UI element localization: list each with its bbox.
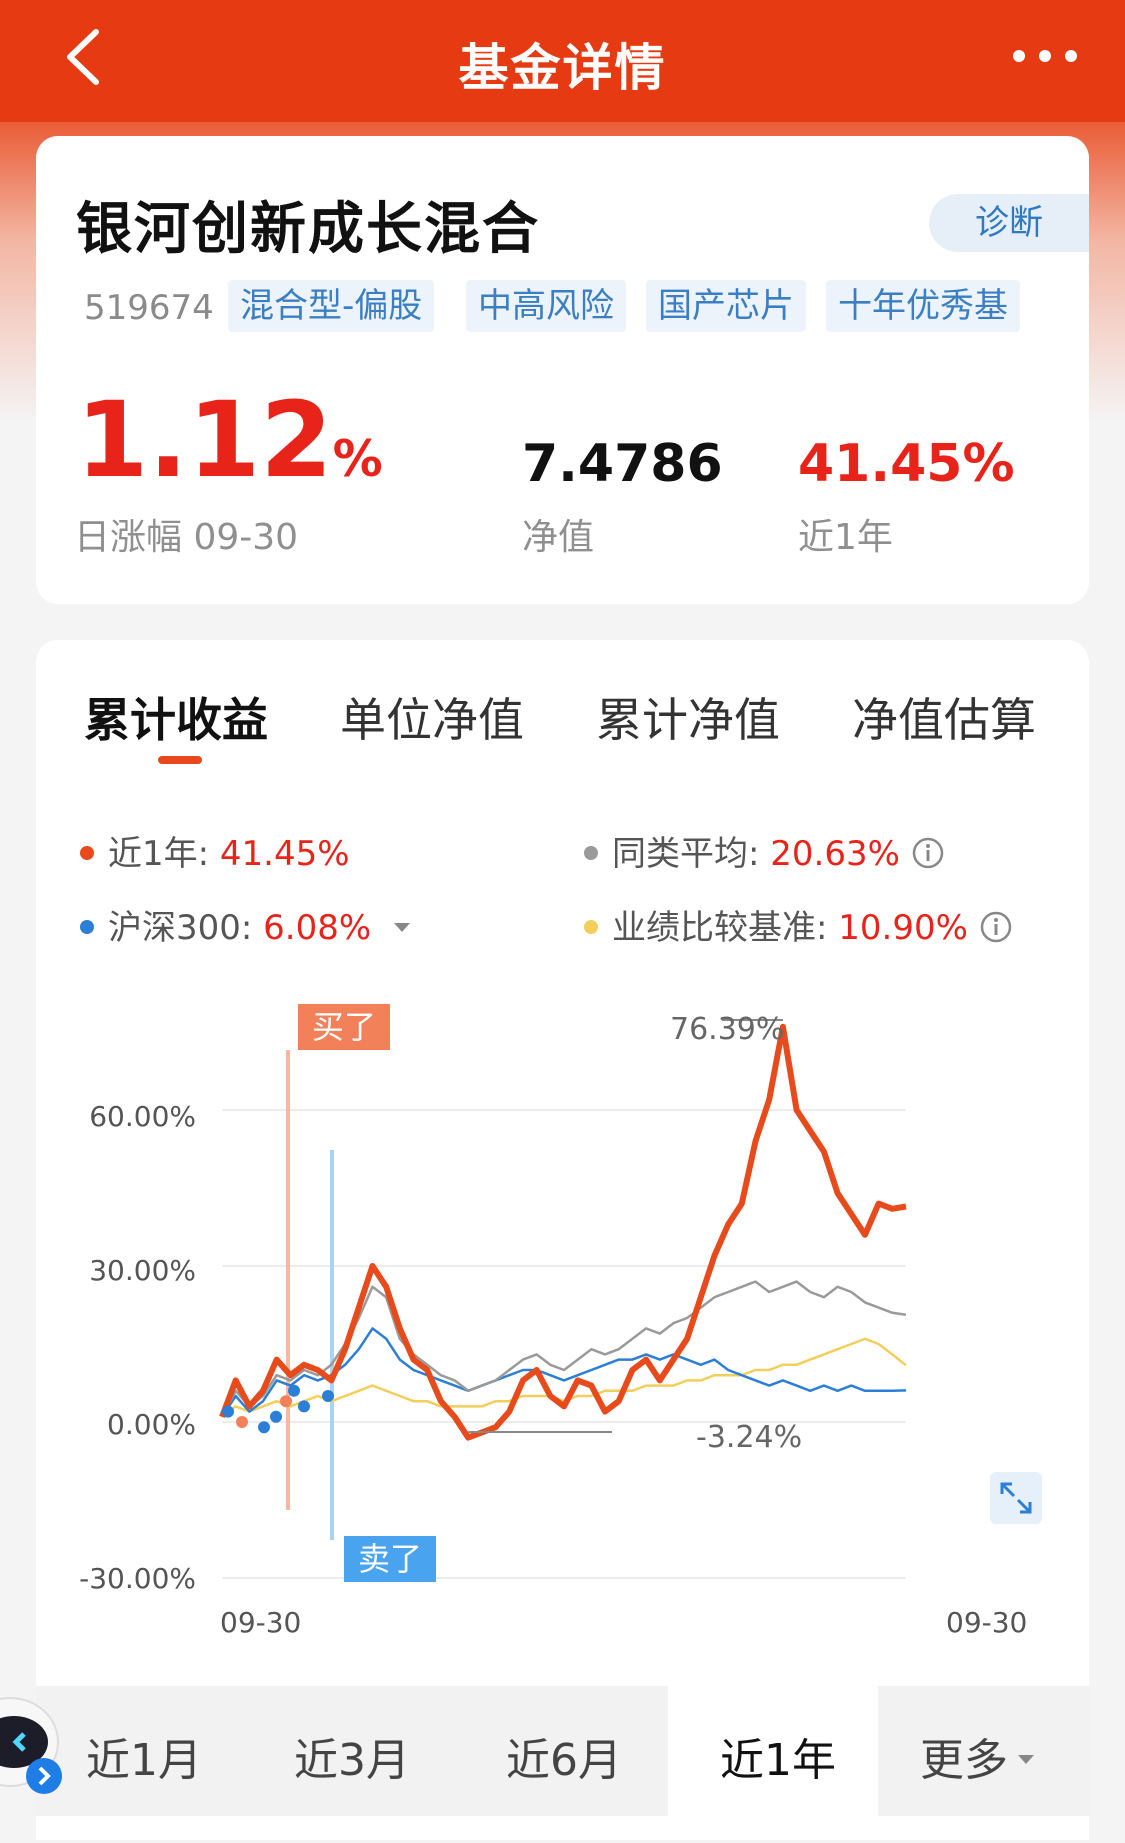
trade-dot[interactable] bbox=[322, 1390, 334, 1402]
series-line-1 bbox=[220, 1280, 907, 1418]
daily-change-value: 1.12% bbox=[76, 379, 383, 501]
period-selector: 近1月 近3月 近6月 近1年 更多 bbox=[36, 1686, 1089, 1816]
trade-dot[interactable] bbox=[222, 1405, 234, 1418]
period-more[interactable]: 更多 bbox=[920, 1724, 1036, 1788]
max-annotation: 76.39% bbox=[670, 1012, 785, 1047]
fund-tag-type[interactable]: 混合型-偏股 bbox=[228, 280, 435, 332]
trade-dot[interactable] bbox=[258, 1421, 270, 1434]
min-annotation: -3.24% bbox=[696, 1420, 803, 1455]
nav-value: 7.4786 bbox=[522, 434, 723, 494]
trade-dot[interactable] bbox=[270, 1410, 282, 1423]
trade-dot[interactable] bbox=[288, 1384, 300, 1397]
tab-unit-nav[interactable]: 单位净值 bbox=[340, 693, 524, 747]
y-tick-label: 60.00% bbox=[89, 1100, 196, 1133]
x-end-label: 09-30 bbox=[946, 1606, 1028, 1639]
sell-marker-label: 卖了 bbox=[344, 1536, 437, 1582]
active-period-bg bbox=[668, 1686, 878, 1816]
legend-dot bbox=[584, 919, 598, 934]
trade-dot[interactable] bbox=[280, 1395, 292, 1408]
period-3m[interactable]: 近3月 bbox=[294, 1735, 410, 1786]
legend-hs300[interactable]: 沪深300: 6.08% bbox=[80, 900, 412, 949]
fund-name: 银河创新成长混合 bbox=[76, 197, 540, 262]
legend-dot bbox=[80, 919, 94, 934]
info-icon[interactable] bbox=[979, 910, 1013, 944]
caret-down-icon[interactable] bbox=[392, 920, 412, 934]
period-1m[interactable]: 近1月 bbox=[86, 1735, 202, 1786]
app-header: 基金详情 bbox=[0, 0, 1125, 122]
sell-marker-line bbox=[330, 1150, 334, 1540]
tab-nav-estimate[interactable]: 净值估算 bbox=[852, 693, 1036, 747]
tab-accumulated-nav[interactable]: 累计净值 bbox=[596, 693, 780, 747]
legend-dot bbox=[584, 845, 598, 860]
series-line-0 bbox=[219, 1023, 907, 1441]
active-tab-indicator bbox=[158, 756, 202, 764]
robot-assistant-icon[interactable] bbox=[0, 1690, 70, 1810]
info-icon[interactable] bbox=[911, 836, 945, 870]
buy-marker-label: 买了 bbox=[298, 1004, 391, 1050]
legend-fund: 近1年: 41.45% bbox=[80, 826, 350, 875]
period-1y[interactable]: 近1年 bbox=[720, 1735, 836, 1786]
caret-down-icon bbox=[1018, 1755, 1034, 1764]
trade-dot[interactable] bbox=[236, 1416, 248, 1428]
y-tick-label: -30.00% bbox=[79, 1562, 196, 1595]
legend-dot bbox=[80, 845, 94, 860]
fund-code: 519674 bbox=[84, 288, 214, 328]
legend-peer-average: 同类平均: 20.63% bbox=[584, 826, 945, 875]
nav-label: 净值 bbox=[522, 517, 595, 558]
tab-cumulative-return[interactable]: 累计收益 bbox=[84, 693, 268, 747]
trade-dot[interactable] bbox=[298, 1400, 310, 1413]
performance-chart[interactable] bbox=[36, 980, 1089, 1760]
legend-benchmark: 业绩比较基准: 10.90% bbox=[584, 900, 1013, 949]
diagnose-button[interactable]: 诊断 bbox=[929, 194, 1089, 252]
more-dots-icon[interactable] bbox=[1005, 36, 1085, 76]
x-start-label: 09-30 bbox=[220, 1606, 302, 1639]
one-year-return-value: 41.45% bbox=[798, 434, 1015, 494]
fund-tag-risk[interactable]: 中高风险 bbox=[466, 280, 626, 332]
fund-tag-theme[interactable]: 国产芯片 bbox=[646, 280, 806, 332]
y-tick-label: 0.00% bbox=[107, 1408, 196, 1441]
expand-icon[interactable] bbox=[990, 1472, 1042, 1524]
fund-summary-card: 银河创新成长混合 诊断 519674 混合型-偏股 中高风险 国产芯片 十年优秀… bbox=[36, 136, 1089, 604]
buy-marker-line bbox=[286, 1050, 290, 1510]
back-arrow-icon[interactable] bbox=[52, 22, 122, 92]
one-year-return-label: 近1年 bbox=[798, 517, 893, 558]
performance-card: 累计收益 单位净值 累计净值 净值估算 近1年: 41.45% 同类平均: 20… bbox=[36, 640, 1089, 1840]
daily-change-label: 日涨幅 09-30 bbox=[74, 517, 299, 558]
period-6m[interactable]: 近6月 bbox=[506, 1735, 622, 1786]
y-tick-label: 30.00% bbox=[89, 1254, 196, 1287]
fund-tag-award[interactable]: 十年优秀基 bbox=[826, 280, 1020, 332]
page-title: 基金详情 bbox=[458, 39, 667, 97]
